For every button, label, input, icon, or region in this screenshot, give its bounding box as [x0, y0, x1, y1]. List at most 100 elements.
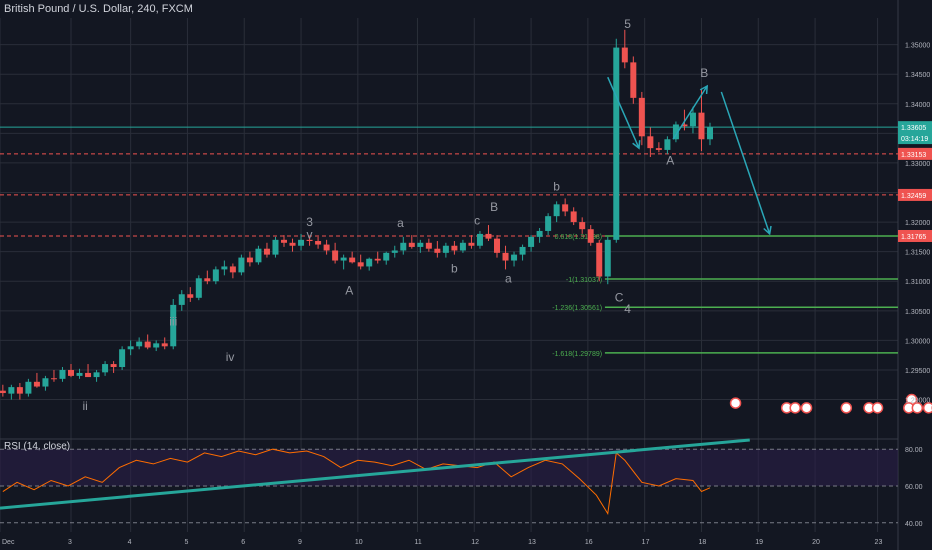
candle-body — [306, 239, 313, 242]
candle-body — [204, 278, 211, 282]
rsi-axis: 80.00 60.00 40.00 — [905, 447, 923, 528]
candle-body — [229, 266, 236, 273]
candle-body — [374, 258, 381, 261]
time-tick-label: 4 — [128, 539, 132, 546]
candle-body — [545, 216, 552, 231]
candle-body — [519, 246, 526, 255]
event-flag-icon — [800, 402, 813, 414]
candle-body — [681, 124, 688, 127]
wave-label: 3 — [306, 215, 313, 229]
candle-body — [349, 257, 356, 263]
economic-event-icons — [729, 393, 932, 414]
wave-label: A — [666, 154, 674, 168]
forecast-arrowhead — [763, 225, 772, 236]
time-tick-label: 18 — [698, 539, 706, 546]
price-tick-label: 1.33000 — [905, 161, 930, 168]
wave-label: B — [700, 66, 708, 80]
price-label: 1.33153 — [901, 152, 926, 159]
chart-title: British Pound / U.S. Dollar, 240, FXCM — [4, 3, 193, 15]
candle-body — [459, 242, 466, 251]
price-label-bg — [898, 132, 932, 145]
price-tick-label: 1.30500 — [905, 309, 930, 316]
candle-body — [85, 372, 92, 378]
wave-label: a — [397, 216, 404, 230]
wave-label: B — [490, 200, 498, 214]
wave-label: v — [307, 228, 313, 242]
candle-body — [289, 242, 296, 246]
candle-body — [664, 139, 671, 150]
time-tick-label: 16 — [585, 539, 593, 546]
candle-body — [272, 239, 279, 255]
candle-body — [170, 304, 177, 347]
candle-body — [68, 369, 74, 376]
candle-body — [144, 341, 151, 348]
candle-body — [698, 112, 705, 140]
wave-label: iii — [169, 315, 177, 329]
price-tick-label: 1.31000 — [905, 279, 930, 286]
price-label: 1.33605 — [901, 125, 926, 132]
candle-body — [672, 124, 679, 140]
price-tick-label: 1.32000 — [905, 220, 930, 227]
event-flag-icon — [911, 402, 924, 414]
wave-label: b — [553, 180, 560, 194]
candle-body — [102, 364, 109, 373]
price-label-bg — [898, 229, 932, 242]
forecast-arrows — [607, 76, 772, 236]
candle-body — [689, 112, 696, 127]
wave-label: ii — [83, 399, 88, 413]
price-tick-label: 1.34500 — [905, 72, 930, 79]
candle-body — [332, 250, 339, 261]
candle-body — [562, 204, 569, 212]
candle-body — [485, 233, 492, 239]
candle-body — [468, 242, 475, 246]
candle-body — [425, 242, 432, 249]
candle-body — [707, 127, 713, 140]
event-flag-icon — [922, 402, 932, 414]
fib-level-label: -1.618(1.29789) — [552, 351, 602, 358]
time-tick-label: 20 — [812, 539, 820, 546]
candle-body — [187, 294, 194, 298]
time-axis[interactable]: Dec 3 4 5 6 9 10 11 12 13 16 17 18 19 20 23 — [2, 539, 882, 546]
candle-body — [596, 242, 603, 277]
wave-label: b — [451, 261, 458, 275]
rsi-pane — [0, 438, 898, 524]
rsi-tick-label: 80.00 — [905, 447, 923, 454]
wave-label: 5 — [624, 17, 631, 31]
candle-body — [502, 252, 509, 261]
fib-level-label: -1(1.31037) — [566, 277, 602, 284]
candle-body — [553, 204, 560, 217]
event-flag-icon — [840, 402, 853, 414]
time-tick-label: 6 — [241, 539, 245, 546]
candle-body — [59, 369, 66, 379]
forecast-arrowhead — [699, 84, 709, 95]
candle-body — [536, 230, 543, 237]
price-tick-label: 1.35000 — [905, 43, 930, 50]
candle-body — [621, 47, 628, 63]
wave-label: c — [474, 213, 480, 227]
fibonacci-levels: 0.618(1.31538) -1(1.31037) -1.236(1.30561)… — [552, 234, 898, 358]
candle-body — [42, 378, 49, 387]
forecast-arrow — [720, 91, 771, 235]
candle-body — [8, 387, 15, 394]
candle-body — [647, 136, 654, 149]
candle-body — [178, 294, 185, 305]
candle-body — [93, 372, 100, 378]
candle-body — [110, 364, 117, 368]
wave-label: a — [505, 271, 512, 285]
candle-body — [476, 233, 483, 246]
price-axis[interactable]: 1.350001.345001.340001.335001.330001.325… — [898, 43, 932, 405]
candle-body — [119, 349, 126, 368]
candle-body — [340, 257, 347, 261]
candle-body — [76, 372, 83, 376]
candle-body — [238, 257, 245, 273]
forecast-arrow — [672, 85, 708, 140]
candle-body — [579, 222, 586, 230]
time-tick-label: 19 — [755, 539, 763, 546]
candle-body — [255, 248, 262, 263]
candle-body — [408, 242, 415, 247]
candle-body — [212, 269, 219, 282]
candle-body — [221, 266, 228, 270]
time-tick-label: 10 — [355, 539, 363, 546]
price-label: 1.32459 — [901, 193, 926, 200]
